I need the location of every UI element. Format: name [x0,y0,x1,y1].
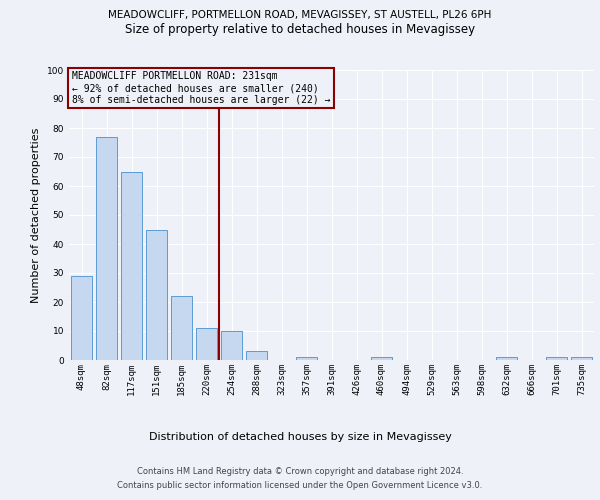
Bar [96,136,117,360]
Bar [221,331,242,360]
Bar [371,357,392,360]
Bar [196,328,217,360]
Text: Size of property relative to detached houses in Mevagissey: Size of property relative to detached ho… [125,22,475,36]
Y-axis label: Number of detached properties: Number of detached properties [31,128,41,302]
Bar [171,296,192,360]
Text: Contains public sector information licensed under the Open Government Licence v3: Contains public sector information licen… [118,481,482,490]
Bar [71,276,92,360]
Bar [296,357,317,360]
Bar [146,230,167,360]
Bar [546,357,567,360]
Text: Contains HM Land Registry data © Crown copyright and database right 2024.: Contains HM Land Registry data © Crown c… [137,468,463,476]
Bar [246,352,267,360]
Text: Distribution of detached houses by size in Mevagissey: Distribution of detached houses by size … [149,432,451,442]
Text: MEADOWCLIFF, PORTMELLON ROAD, MEVAGISSEY, ST AUSTELL, PL26 6PH: MEADOWCLIFF, PORTMELLON ROAD, MEVAGISSEY… [109,10,491,20]
Bar [571,357,592,360]
Bar [496,357,517,360]
Text: MEADOWCLIFF PORTMELLON ROAD: 231sqm
← 92% of detached houses are smaller (240)
8: MEADOWCLIFF PORTMELLON ROAD: 231sqm ← 92… [71,72,330,104]
Bar [121,172,142,360]
